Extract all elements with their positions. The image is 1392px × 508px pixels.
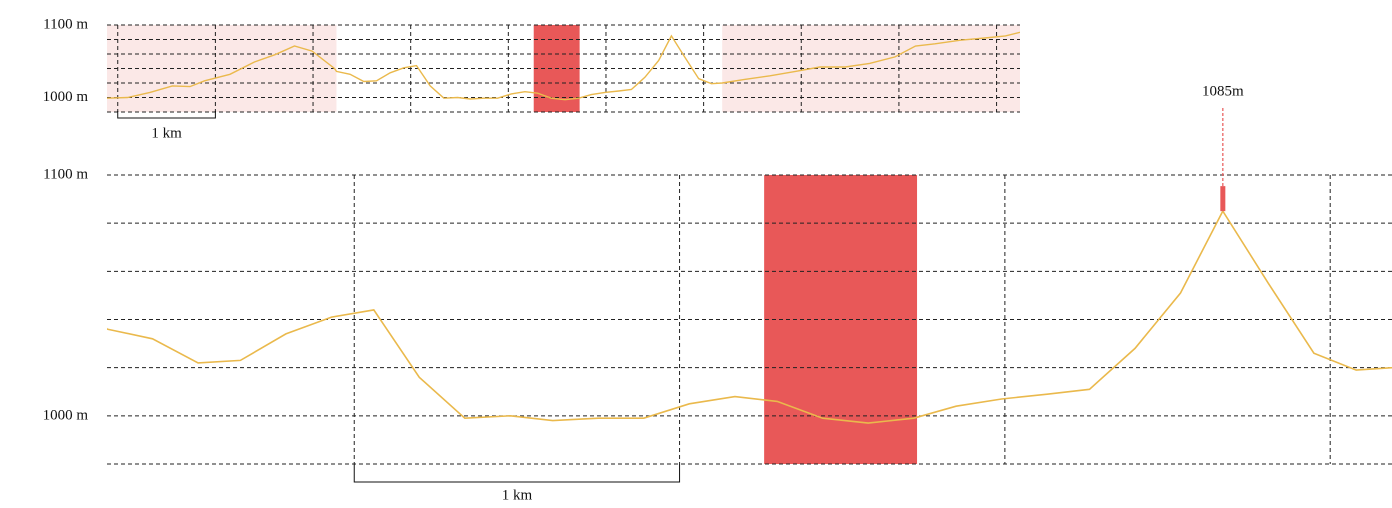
elevation-line [107, 31, 1020, 101]
scale-bar [353, 464, 681, 483]
scale-bar-label: 1 km [151, 125, 182, 141]
scale-bar-label: 1 km [502, 487, 533, 503]
overview-view [107, 24, 1020, 113]
y-tick-label: 1000 m [43, 407, 89, 423]
peak-label: 1085m [1202, 83, 1244, 99]
elevation-line [107, 209, 1392, 424]
y-tick-label: 1100 m [43, 166, 88, 182]
detail-view [107, 174, 1392, 465]
y-tick-label: 1000 m [43, 89, 89, 105]
scale-bar [117, 111, 216, 119]
peak-marker [1220, 186, 1226, 212]
y-tick-label: 1100 m [43, 16, 88, 32]
